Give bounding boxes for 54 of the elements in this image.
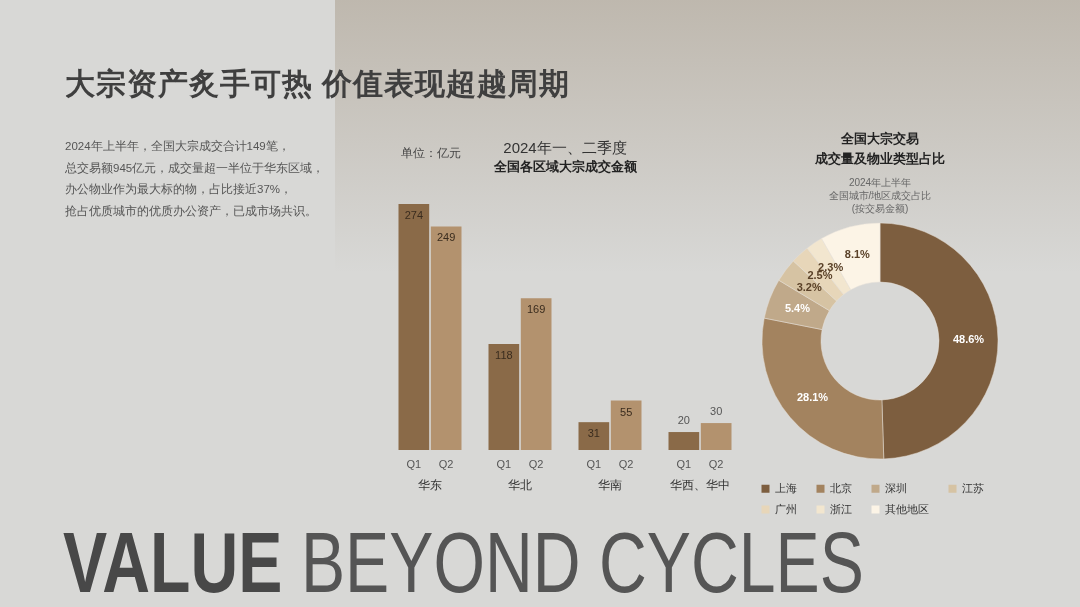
chart-title: 2024年一、二季度 bbox=[502, 139, 627, 156]
bar bbox=[430, 226, 461, 450]
data-label: 48.6% bbox=[952, 332, 985, 345]
text: 2024年上半年，全国大宗成交合计149笔， bbox=[65, 140, 290, 154]
text: 全国城市/地区成交占比 bbox=[828, 190, 932, 201]
bar bbox=[578, 422, 609, 450]
data-label: 55 bbox=[619, 405, 632, 418]
text: 大宗资产炙手可热 价值表现超越周期 bbox=[65, 66, 571, 102]
series-label: Q1 bbox=[406, 458, 421, 470]
data-label: 2.3% bbox=[818, 260, 844, 273]
text: (按交易金额) bbox=[851, 202, 909, 214]
data-label: 118 bbox=[494, 349, 513, 362]
data-label: 31 bbox=[587, 427, 600, 440]
text: Q2 bbox=[708, 458, 723, 470]
x-tick-label: 华西、华中 bbox=[669, 477, 730, 492]
legend-label: 江苏 bbox=[962, 481, 984, 494]
text: 总交易额945亿元，成交量超一半位于华东区域， bbox=[65, 161, 325, 176]
bar bbox=[700, 423, 731, 450]
legend-label: 上海 bbox=[775, 481, 797, 494]
bar bbox=[488, 344, 519, 450]
bar bbox=[668, 432, 699, 450]
data-label: 3.2% bbox=[796, 280, 822, 293]
data-label: 20 bbox=[677, 414, 690, 427]
data-label: 5.4% bbox=[784, 302, 811, 315]
text: Q2 bbox=[618, 458, 633, 470]
x-tick-label: 华东 bbox=[417, 477, 442, 492]
chart-subtitle: 全国各区域大宗成交金额 bbox=[492, 159, 637, 174]
legend-label: 浙江 bbox=[830, 502, 852, 515]
series-label: Q2 bbox=[438, 458, 453, 470]
data-label: 8.1% bbox=[844, 248, 871, 261]
x-tick-label: 华南 bbox=[597, 477, 622, 492]
legend-label: 其他地区 bbox=[885, 502, 929, 515]
chart-subtitle: 2024年上半年 bbox=[848, 177, 912, 188]
text: Q2 bbox=[528, 458, 543, 470]
text: Q1 bbox=[676, 458, 691, 470]
data-label: 30 bbox=[709, 405, 722, 418]
text: VALUE BEYOND CYCLES bbox=[63, 514, 864, 607]
data-label: 274 bbox=[404, 209, 423, 221]
text: 抢占优质城市的优质办公资产，已成市场共识。 bbox=[65, 204, 317, 219]
legend-label: 深圳 bbox=[885, 481, 907, 494]
data-label: 169 bbox=[526, 303, 545, 316]
y-axis-title: 单位：亿元 bbox=[400, 145, 460, 160]
bar bbox=[520, 298, 551, 450]
bar bbox=[398, 204, 429, 450]
data-label: 28.1% bbox=[796, 391, 829, 404]
text: Q1 bbox=[586, 458, 601, 470]
legend-label: 广州 bbox=[775, 502, 797, 515]
x-tick-label: 华北 bbox=[507, 477, 532, 492]
text: 办公物业作为最大标的物，占比接近37%， bbox=[65, 183, 293, 197]
chart-title: 全国大宗交易成交量及物业类型占比 bbox=[814, 131, 945, 166]
legend-label: 北京 bbox=[830, 481, 852, 494]
data-label: 249 bbox=[436, 231, 455, 244]
bar bbox=[610, 400, 641, 450]
text: Q1 bbox=[496, 458, 511, 470]
